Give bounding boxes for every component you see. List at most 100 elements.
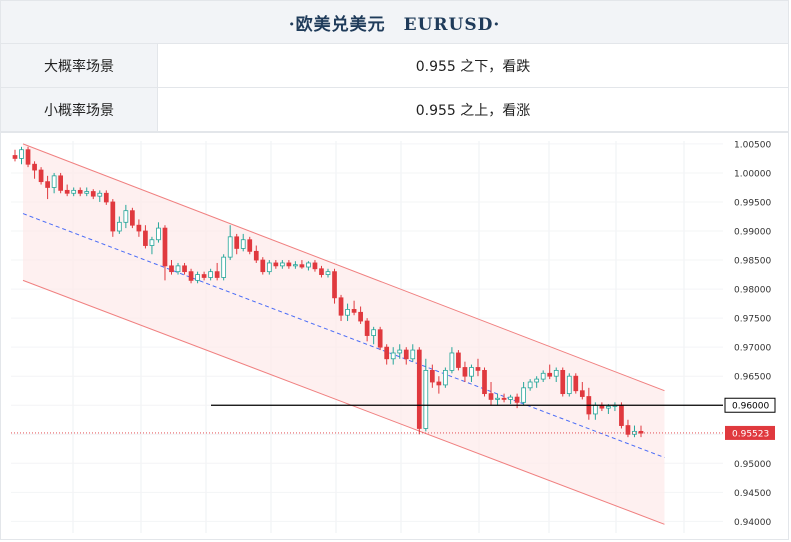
candle-body bbox=[156, 227, 161, 241]
candle-body bbox=[527, 381, 533, 389]
candle-body bbox=[436, 381, 442, 386]
candle-body bbox=[345, 309, 350, 316]
candle-body bbox=[364, 320, 370, 336]
candle-body bbox=[162, 227, 168, 267]
candle-body bbox=[64, 189, 70, 194]
candle-body bbox=[234, 236, 240, 249]
candle-body bbox=[312, 262, 318, 270]
candle-body bbox=[306, 262, 311, 268]
candle-body bbox=[534, 378, 540, 383]
scenario-label: 小概率场景 bbox=[1, 88, 158, 131]
candle-body bbox=[19, 149, 24, 159]
y-tick-label: 0.99500 bbox=[734, 198, 771, 208]
candle-body bbox=[423, 369, 429, 429]
candle-body bbox=[253, 250, 259, 261]
candle-body bbox=[319, 268, 324, 275]
candle-body bbox=[358, 311, 363, 322]
candle-body bbox=[403, 349, 409, 360]
candle-body bbox=[351, 309, 357, 313]
candle-body bbox=[38, 169, 44, 183]
candle-body bbox=[58, 175, 64, 191]
candle-body bbox=[592, 404, 598, 415]
candle-body bbox=[475, 367, 481, 371]
candle-body bbox=[71, 189, 77, 194]
candle-body bbox=[462, 367, 468, 377]
candle-body bbox=[266, 262, 272, 273]
scenario-row-major: 大概率场景 0.955 之下，看跌 bbox=[0, 44, 789, 88]
candle-body bbox=[416, 349, 422, 429]
candlestick-chart: 0.940000.945000.950000.955000.960000.965… bbox=[11, 140, 776, 533]
candle-body bbox=[45, 181, 50, 188]
candle-body bbox=[293, 264, 298, 267]
candle-body bbox=[149, 239, 155, 246]
y-tick-label: 0.94500 bbox=[734, 489, 771, 499]
candle-body bbox=[195, 274, 200, 281]
candle-body bbox=[443, 369, 448, 386]
candle-body bbox=[384, 346, 390, 360]
resistance-level-tag bbox=[724, 397, 776, 413]
candle-body bbox=[429, 369, 435, 383]
y-tick-label: 0.94000 bbox=[734, 518, 771, 528]
candle-body bbox=[332, 271, 337, 299]
chart-container: 0.940000.945000.950000.955000.960000.965… bbox=[0, 132, 789, 540]
candle-body bbox=[182, 265, 187, 273]
y-tick-label: 0.97000 bbox=[734, 344, 771, 354]
candle-body bbox=[299, 264, 305, 268]
candle-body bbox=[410, 349, 416, 360]
candle-body bbox=[143, 230, 148, 246]
candle-body bbox=[488, 393, 494, 400]
candle-body bbox=[12, 155, 18, 159]
candle-body bbox=[227, 236, 233, 258]
candle-body bbox=[123, 210, 129, 223]
scenario-value: 0.955 之上，看涨 bbox=[158, 88, 788, 131]
channel-lower-line bbox=[22, 279, 665, 525]
scenario-value: 0.955 之下，看跌 bbox=[158, 44, 788, 87]
candle-body bbox=[390, 352, 396, 360]
current-price-tag bbox=[725, 425, 775, 440]
candle-body bbox=[90, 191, 96, 197]
candle-body bbox=[273, 262, 279, 267]
candle-body bbox=[514, 396, 520, 403]
candle-body bbox=[377, 329, 383, 348]
channel-upper-line bbox=[22, 143, 665, 392]
candle-body bbox=[286, 262, 292, 267]
candle-body bbox=[560, 369, 566, 395]
candle-body bbox=[573, 375, 579, 392]
candle-body bbox=[279, 262, 285, 267]
y-tick-label: 1.00500 bbox=[734, 140, 771, 150]
candle-body bbox=[136, 224, 142, 232]
candle-body bbox=[325, 271, 331, 275]
y-tick-label: 0.97500 bbox=[734, 315, 771, 325]
y-tick-label: 0.95000 bbox=[734, 460, 771, 470]
candle-body bbox=[188, 271, 194, 281]
candle-body bbox=[208, 271, 213, 278]
candle-body bbox=[221, 256, 227, 278]
candle-body bbox=[508, 396, 513, 400]
candle-body bbox=[501, 397, 507, 400]
candle-body bbox=[51, 175, 57, 188]
candle-body bbox=[240, 239, 246, 249]
candle-body bbox=[201, 274, 207, 278]
candle-body bbox=[97, 192, 103, 197]
candle-body bbox=[449, 352, 455, 371]
candle-body bbox=[456, 352, 461, 368]
candle-body bbox=[625, 425, 631, 435]
candle-body bbox=[606, 405, 611, 409]
candle-body bbox=[175, 265, 181, 273]
candle-body bbox=[130, 210, 135, 226]
y-tick-label: 0.98000 bbox=[734, 286, 771, 296]
channel-middle-line bbox=[22, 213, 665, 458]
candle-body bbox=[521, 387, 526, 403]
page-title: ·欧美兑美元 EURUSD· bbox=[288, 14, 501, 35]
candle-body bbox=[338, 297, 344, 316]
y-tick-label: 0.99000 bbox=[734, 228, 771, 238]
candle-body bbox=[482, 369, 487, 395]
candle-body bbox=[32, 163, 37, 171]
y-tick-label: 0.98500 bbox=[734, 257, 771, 267]
candle-body bbox=[247, 239, 253, 252]
candle-body bbox=[25, 149, 31, 165]
scenario-row-minor: 小概率场景 0.955 之上，看涨 bbox=[0, 88, 789, 132]
candle-body bbox=[169, 265, 174, 273]
candle-body bbox=[371, 329, 377, 336]
